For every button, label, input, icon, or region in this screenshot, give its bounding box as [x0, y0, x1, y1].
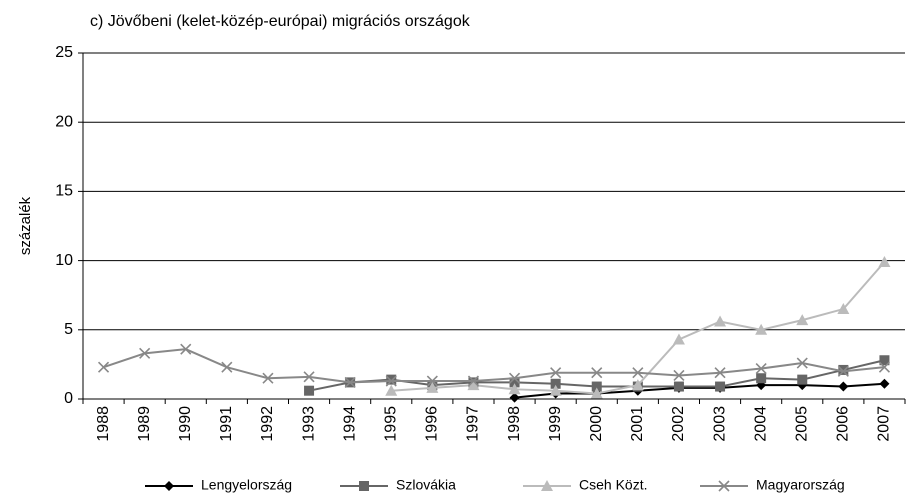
legend-marker: [164, 481, 174, 491]
marker: [467, 379, 480, 391]
marker: [344, 376, 356, 388]
marker: [262, 372, 274, 384]
marker: [796, 357, 808, 369]
marker: [426, 375, 438, 387]
x-tick-label: 2001: [629, 406, 646, 442]
y-tick-label: 15: [55, 183, 73, 200]
legend-marker: [718, 480, 730, 492]
marker: [426, 381, 439, 393]
marker: [508, 372, 521, 384]
legend-label: Cseh Közt.: [579, 477, 647, 493]
marker: [878, 361, 891, 373]
y-tick-label: 0: [64, 390, 73, 407]
marker: [591, 367, 603, 379]
legend-marker: [541, 480, 553, 491]
marker: [714, 315, 727, 327]
marker: [97, 361, 110, 373]
x-tick-label: 1997: [465, 406, 482, 442]
x-tick-label: 1995: [382, 406, 399, 442]
marker: [837, 365, 849, 377]
marker: [303, 371, 315, 383]
legend-label: Szlovákia: [396, 477, 456, 493]
marker: [755, 362, 767, 375]
marker: [632, 367, 644, 379]
marker: [755, 323, 768, 335]
marker: [838, 381, 849, 392]
marker: [797, 374, 808, 385]
marker: [180, 343, 192, 355]
marker: [550, 378, 561, 389]
x-tick-label: 1990: [177, 406, 194, 442]
marker: [550, 367, 562, 379]
x-tick-label: 1988: [95, 406, 112, 442]
marker: [837, 303, 850, 315]
marker: [878, 255, 891, 267]
x-tick-label: 2007: [876, 406, 893, 442]
y-tick-label: 20: [55, 113, 73, 130]
x-tick-label: 2006: [835, 406, 852, 442]
x-tick-label: 1999: [547, 406, 564, 442]
marker: [139, 347, 151, 359]
chart-title: c) Jövőbeni (kelet-közép-európai) migrác…: [90, 13, 471, 30]
x-tick-label: 1993: [300, 406, 317, 442]
marker: [796, 314, 809, 326]
x-tick-label: 1991: [218, 406, 235, 442]
x-tick-label: 2002: [670, 406, 687, 442]
x-tick-label: 2003: [711, 406, 728, 442]
marker: [838, 364, 849, 375]
marker: [590, 387, 603, 399]
x-tick-label: 1998: [506, 406, 523, 442]
legend-label: Lengyelország: [201, 477, 292, 493]
marker: [509, 377, 520, 388]
marker: [549, 384, 562, 396]
marker: [673, 369, 685, 382]
marker: [591, 381, 602, 392]
marker: [715, 381, 726, 392]
x-tick-label: 1989: [136, 406, 153, 442]
marker: [221, 361, 233, 373]
marker: [879, 378, 890, 389]
series-line: [103, 348, 885, 384]
x-tick-label: 2004: [752, 406, 769, 442]
y-axis-label: százalék: [17, 196, 34, 255]
legend-marker: [359, 481, 369, 491]
marker: [385, 384, 398, 396]
marker: [467, 375, 480, 387]
marker: [631, 379, 644, 391]
marker: [386, 374, 397, 385]
marker: [509, 392, 520, 403]
legend-label: Magyarország: [756, 477, 845, 493]
y-tick-label: 10: [55, 252, 73, 269]
marker: [879, 355, 890, 366]
marker: [304, 385, 315, 396]
x-tick-label: 2005: [793, 406, 810, 442]
x-tick-label: 1996: [424, 406, 441, 442]
marker: [673, 381, 684, 392]
marker: [714, 367, 726, 379]
series-line: [514, 382, 885, 399]
y-tick-label: 25: [55, 44, 73, 61]
x-tick-label: 1994: [341, 406, 358, 442]
marker: [672, 333, 685, 345]
x-tick-label: 1992: [259, 406, 276, 442]
marker: [508, 383, 521, 395]
y-tick-label: 5: [64, 321, 73, 338]
marker: [385, 375, 397, 387]
x-tick-label: 2000: [588, 406, 605, 442]
marker: [756, 373, 767, 384]
